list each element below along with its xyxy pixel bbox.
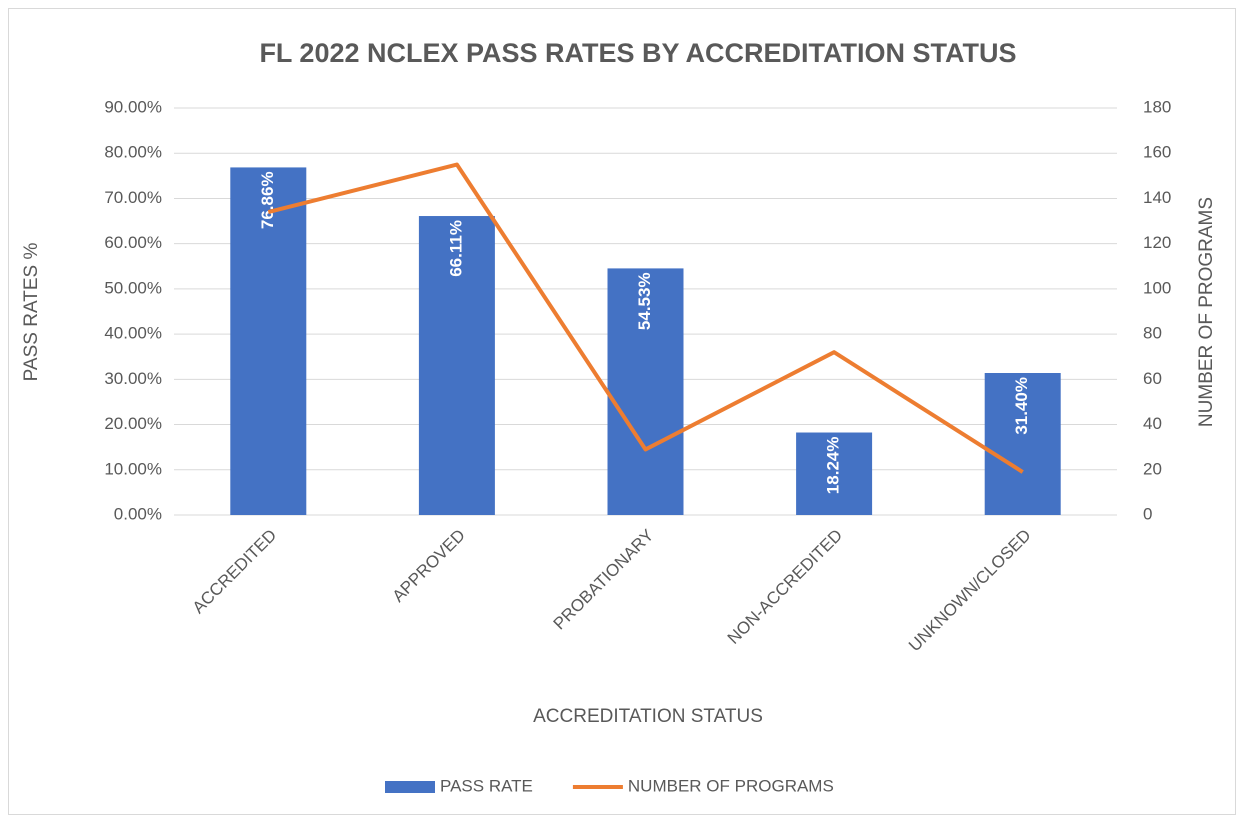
y2-tick-label: 140: [1143, 188, 1171, 207]
data-label: 18.24%: [824, 437, 843, 495]
y2-tick-label: 100: [1143, 278, 1171, 297]
y-tick-label: 40.00%: [104, 324, 162, 343]
y-tick-label: 90.00%: [104, 97, 162, 116]
legend-label: NUMBER OF PROGRAMS: [628, 776, 834, 795]
y2-tick-label: 120: [1143, 233, 1171, 252]
y-tick-label: 30.00%: [104, 369, 162, 388]
y2-axis-title: NUMBER OF PROGRAMS: [1196, 197, 1217, 427]
y2-tick-label: 0: [1143, 504, 1152, 523]
data-label: 31.40%: [1012, 377, 1031, 435]
bar: [984, 373, 1061, 515]
legend-label: PASS RATE: [440, 776, 533, 795]
data-label: 54.53%: [635, 272, 654, 330]
y-tick-label: 20.00%: [104, 414, 162, 433]
y2-tick-label: 60: [1143, 369, 1162, 388]
chart-title: FL 2022 NCLEX PASS RATES BY ACCREDITATIO…: [259, 38, 1016, 68]
y-tick-label: 0.00%: [114, 504, 162, 523]
bar: [796, 432, 873, 515]
x-axis-title: ACCREDITATION STATUS: [533, 706, 763, 727]
y-tick-label: 10.00%: [104, 459, 162, 478]
y-axis-title: PASS RATES %: [21, 243, 42, 382]
data-label: 66.11%: [446, 220, 465, 277]
y2-tick-label: 160: [1143, 143, 1171, 162]
data-label: 76.86%: [258, 171, 277, 229]
y-tick-label: 60.00%: [104, 233, 162, 252]
line: [267, 162, 1024, 474]
y2-tick-label: 180: [1143, 97, 1171, 116]
legend-swatch: [385, 781, 435, 793]
y2-tick-label: 40: [1143, 414, 1162, 433]
bar: [418, 216, 495, 515]
y-tick-label: 50.00%: [104, 278, 162, 297]
bar: [607, 268, 684, 515]
y2-tick-label: 80: [1143, 324, 1162, 343]
y2-tick-label: 20: [1143, 459, 1162, 478]
y-tick-label: 80.00%: [104, 143, 162, 162]
bar: [230, 167, 307, 515]
y-tick-label: 70.00%: [104, 188, 162, 207]
